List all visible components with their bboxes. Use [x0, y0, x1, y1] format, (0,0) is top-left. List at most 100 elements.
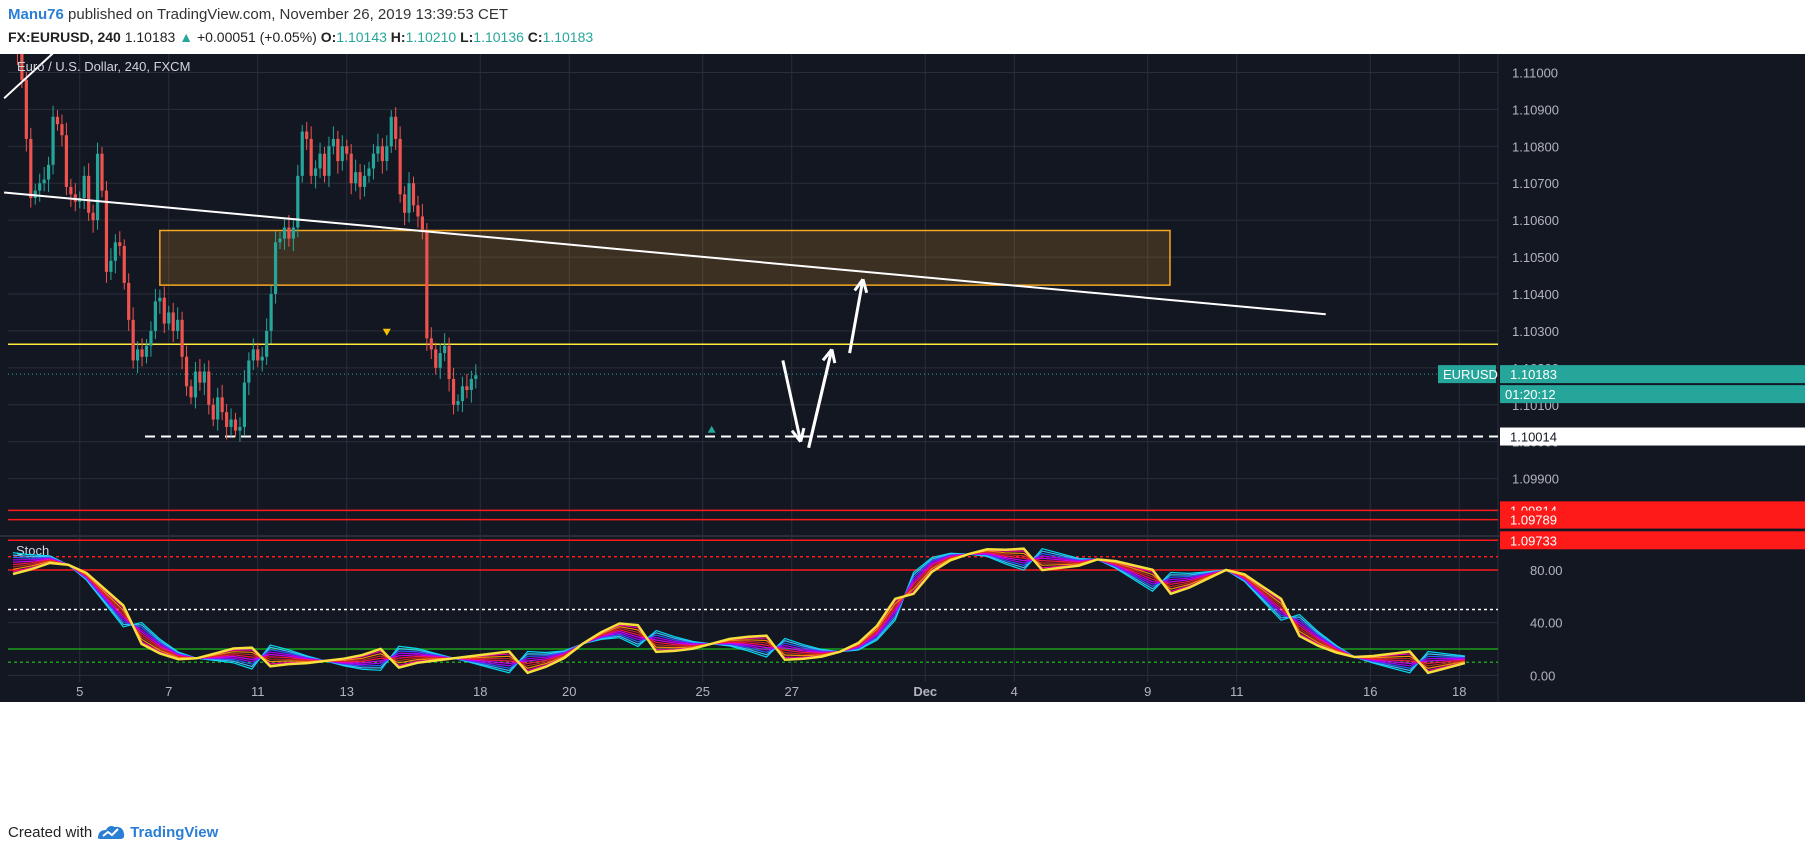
- candle-body: [64, 135, 68, 187]
- date-tick-label: 18: [1452, 684, 1466, 699]
- arrow-head: [861, 278, 869, 294]
- candle-body: [122, 246, 126, 283]
- price-change: +0.00051 (+0.05%): [196, 29, 317, 45]
- last-price-tag: [1500, 365, 1805, 384]
- price-tick-label: 1.10900: [1512, 102, 1559, 117]
- created-with-text: Created with: [8, 823, 93, 841]
- candle-body: [136, 349, 140, 361]
- candle-body: [113, 242, 117, 261]
- level-price-label: 1.09733: [1510, 533, 1557, 548]
- candle-body: [198, 371, 202, 383]
- candle-body: [260, 356, 264, 361]
- candle-body: [331, 138, 335, 147]
- price-tick-label: 1.10500: [1512, 250, 1559, 265]
- stoch-line: [12, 547, 1466, 675]
- author-name[interactable]: Manu76: [8, 6, 64, 23]
- last-price: 1.10183: [124, 29, 176, 45]
- candle-body: [184, 356, 189, 387]
- candle-body: [211, 404, 215, 420]
- candle-body: [425, 231, 429, 339]
- candle-body: [345, 146, 349, 154]
- candle-body: [216, 397, 220, 420]
- low-label: L:: [460, 29, 474, 45]
- candle-body: [207, 371, 211, 405]
- close-value: 1.10183: [542, 29, 594, 45]
- tradingview-logo-icon: [98, 826, 125, 839]
- candle-body: [171, 312, 175, 331]
- candle-body: [47, 164, 51, 180]
- candle-body: [322, 153, 327, 176]
- candle-body: [367, 168, 371, 176]
- candle-body: [167, 312, 171, 324]
- candle-body: [456, 401, 460, 405]
- candle-body: [407, 183, 411, 213]
- candle-body: [233, 419, 238, 431]
- candle-body: [189, 386, 193, 398]
- candle-body: [180, 319, 184, 357]
- candle-body: [100, 153, 104, 191]
- candle-body: [109, 260, 113, 272]
- level-price-tag: [1500, 531, 1805, 550]
- close-label: C:: [527, 29, 543, 45]
- candle-body: [251, 349, 255, 361]
- candle-body: [380, 146, 384, 162]
- candle-body: [443, 345, 447, 354]
- price-tick-label: 1.10300: [1512, 324, 1559, 339]
- candle-body: [349, 153, 353, 184]
- countdown-tag: [1500, 385, 1805, 404]
- projection-segment: [848, 278, 865, 354]
- candle-body: [91, 212, 95, 221]
- supply-zone: [159, 229, 1171, 286]
- trendline: [3, 54, 54, 100]
- symbol-tag-label: EURUSD: [1443, 367, 1498, 382]
- candle-body: [51, 116, 55, 165]
- candle-body: [202, 371, 206, 383]
- price-chart[interactable]: 1.11000 1.10900 1.10800 1.10700 1.10600 1.105…: [0, 54, 1805, 807]
- candle-body: [29, 138, 33, 198]
- date-tick-label: 25: [696, 684, 710, 699]
- candle-body: [42, 179, 46, 184]
- candle-body: [127, 282, 131, 320]
- candle-body: [55, 116, 60, 125]
- stoch-tick-label: 0.00: [1530, 668, 1555, 683]
- candle-body: [376, 146, 380, 154]
- candle-body: [434, 349, 438, 368]
- high-label: H:: [390, 29, 406, 45]
- projection-segment: [807, 349, 834, 449]
- candle-body: [238, 426, 242, 431]
- date-tick-label: 20: [562, 684, 576, 699]
- level-price-tag: [1500, 510, 1805, 529]
- candle-body: [247, 360, 251, 383]
- candle-body: [282, 227, 287, 239]
- chart-title: Euro / U.S. Dollar, 240, FXCM: [17, 59, 190, 74]
- date-tick-label: 11: [1230, 684, 1244, 699]
- candle-body: [140, 349, 144, 357]
- date-tick-label: 9: [1144, 684, 1151, 699]
- trendline: [4, 191, 1326, 316]
- candle-body: [273, 242, 278, 294]
- candle-body: [340, 146, 344, 162]
- candle-body: [131, 319, 135, 361]
- candle-body: [162, 297, 166, 324]
- date-tick-label: 11: [251, 684, 265, 699]
- candle-body: [225, 412, 229, 427]
- stoch-series: [12, 547, 1466, 675]
- candle-body: [403, 194, 407, 213]
- arrow-head: [853, 278, 865, 292]
- tradingview-brand[interactable]: TradingView: [130, 823, 219, 841]
- candle-body: [305, 131, 309, 139]
- arrow-head: [799, 427, 806, 443]
- date-tick-label: 5: [76, 684, 83, 699]
- candle-body: [469, 378, 473, 390]
- candle-body: [300, 131, 304, 176]
- price-tick-label: 1.09900: [1512, 472, 1559, 487]
- candle-body: [416, 205, 420, 217]
- candle-body: [149, 330, 153, 346]
- publish-line: Manu76 published on TradingView.com, Nov…: [8, 6, 508, 23]
- price-tick-label: 1.10600: [1512, 213, 1559, 228]
- footer: Created with TradingView: [8, 823, 218, 841]
- price-tick-label: 1.10400: [1512, 287, 1559, 302]
- candle-body: [73, 194, 77, 202]
- candle-body: [24, 79, 28, 139]
- candle-body: [20, 54, 24, 80]
